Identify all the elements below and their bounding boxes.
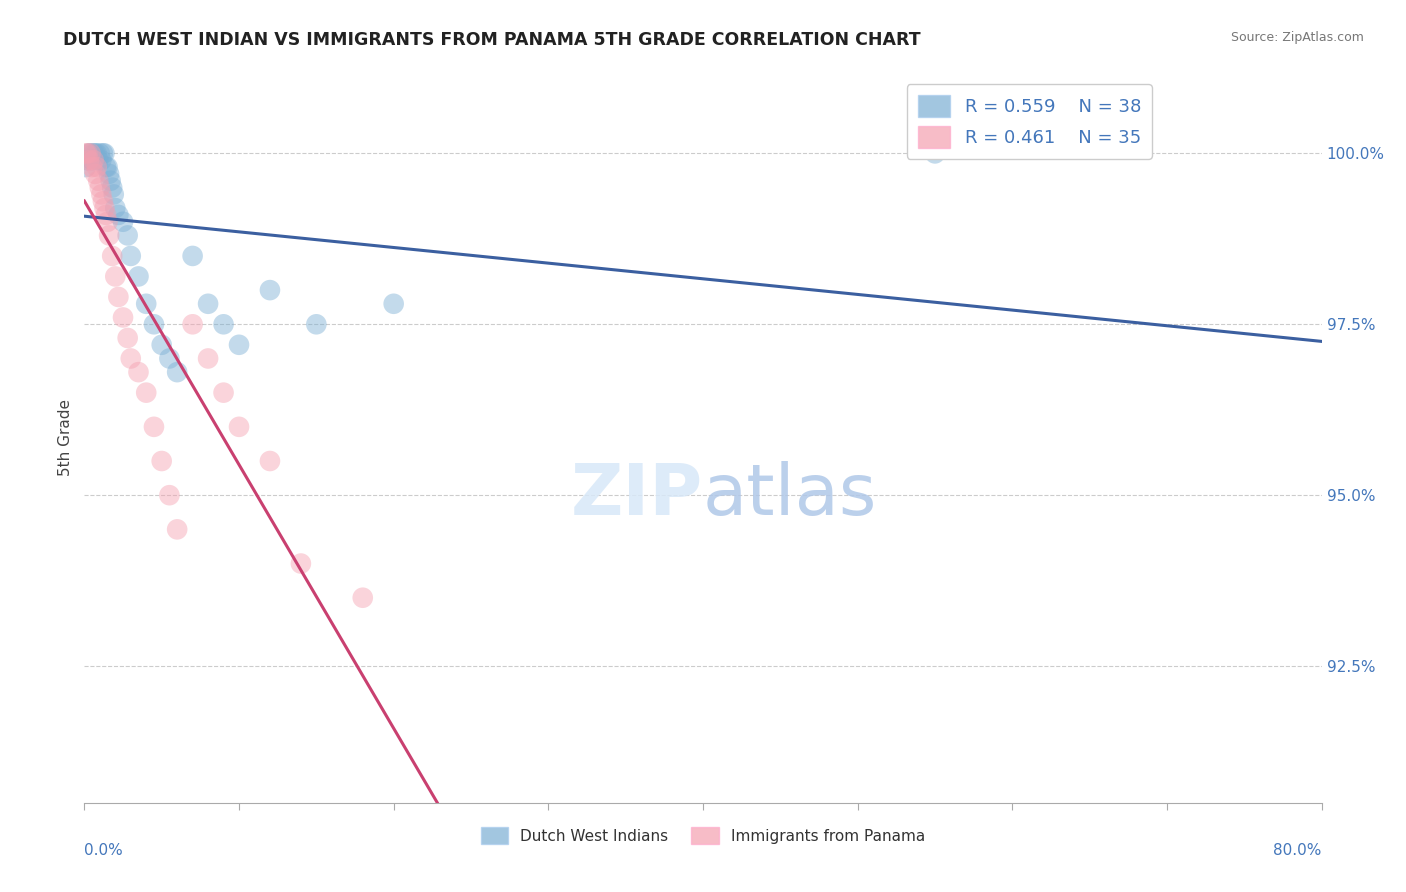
Point	[90, 153, 112, 168]
Point	[96, 215, 118, 229]
Text: ZIP: ZIP	[571, 461, 703, 530]
Point	[104, 269, 127, 284]
Point	[98, 167, 121, 181]
Point	[93, 146, 115, 161]
Point	[84, 146, 107, 161]
Point	[94, 208, 117, 222]
Point	[107, 208, 129, 222]
Point	[82, 160, 104, 174]
Point	[112, 310, 135, 325]
Point	[82, 153, 104, 168]
Point	[117, 228, 139, 243]
Point	[90, 187, 112, 202]
Point	[96, 160, 118, 174]
Point	[181, 249, 204, 263]
Point	[104, 201, 127, 215]
Point	[79, 146, 101, 161]
Point	[166, 522, 188, 536]
Point	[159, 351, 180, 366]
Point	[100, 174, 122, 188]
Point	[84, 167, 107, 181]
Point	[197, 351, 219, 366]
Point	[94, 160, 117, 174]
Point	[159, 488, 180, 502]
Point	[924, 146, 946, 161]
Point	[91, 194, 114, 209]
Point	[143, 420, 166, 434]
Point	[120, 351, 142, 366]
Point	[103, 187, 125, 202]
Point	[98, 228, 121, 243]
Point	[77, 146, 100, 161]
Point	[91, 146, 114, 161]
Point	[259, 454, 281, 468]
Point	[212, 385, 235, 400]
Point	[117, 331, 139, 345]
Point	[259, 283, 281, 297]
Point	[150, 338, 173, 352]
Point	[101, 180, 124, 194]
Point	[166, 365, 188, 379]
Point	[75, 160, 97, 174]
Point	[181, 318, 204, 332]
Point	[86, 160, 108, 174]
Point	[120, 249, 142, 263]
Point	[135, 385, 157, 400]
Point	[127, 269, 149, 284]
Point	[89, 180, 111, 194]
Point	[93, 201, 115, 215]
Text: atlas: atlas	[703, 461, 877, 530]
Point	[212, 318, 235, 332]
Point	[101, 249, 124, 263]
Point	[197, 297, 219, 311]
Point	[228, 338, 250, 352]
Point	[127, 365, 149, 379]
Point	[135, 297, 157, 311]
Text: Source: ZipAtlas.com: Source: ZipAtlas.com	[1230, 31, 1364, 45]
Point	[382, 297, 405, 311]
Point	[150, 454, 173, 468]
Text: 0.0%: 0.0%	[84, 843, 124, 858]
Point	[76, 146, 98, 161]
Point	[143, 318, 166, 332]
Point	[75, 146, 97, 161]
Point	[87, 174, 110, 188]
Point	[77, 153, 100, 168]
Y-axis label: 5th Grade: 5th Grade	[58, 399, 73, 475]
Point	[107, 290, 129, 304]
Point	[89, 146, 111, 161]
Text: DUTCH WEST INDIAN VS IMMIGRANTS FROM PANAMA 5TH GRADE CORRELATION CHART: DUTCH WEST INDIAN VS IMMIGRANTS FROM PAN…	[63, 31, 921, 49]
Point	[305, 318, 328, 332]
Point	[290, 557, 312, 571]
Point	[79, 146, 101, 161]
Point	[86, 146, 108, 161]
Point	[83, 153, 105, 168]
Legend: Dutch West Indians, Immigrants from Panama: Dutch West Indians, Immigrants from Pana…	[474, 822, 932, 850]
Point	[87, 153, 110, 168]
Text: 80.0%: 80.0%	[1274, 843, 1322, 858]
Point	[112, 215, 135, 229]
Point	[352, 591, 374, 605]
Point	[228, 420, 250, 434]
Point	[76, 153, 98, 168]
Point	[83, 146, 105, 161]
